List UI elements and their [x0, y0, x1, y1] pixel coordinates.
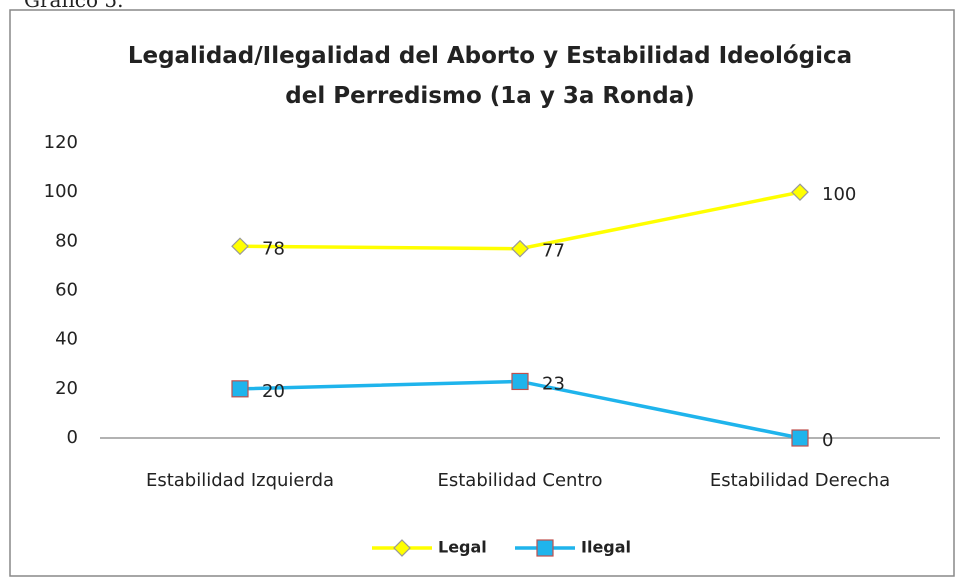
marker [231, 237, 249, 256]
y-tick-label: 60 [55, 280, 78, 301]
caption: Gráfico 5. [24, 0, 124, 12]
x-tick-label: Estabilidad Centro [438, 470, 603, 491]
marker [511, 372, 529, 391]
x-tick-label: Estabilidad Izquierda [146, 470, 334, 491]
data-label: 0 [822, 430, 833, 451]
data-label: 100 [822, 184, 856, 205]
data-label: 23 [542, 373, 565, 394]
chart-frame [9, 9, 955, 577]
legend-marker [536, 539, 554, 557]
legend-label: Ilegal [581, 538, 631, 557]
y-tick-label: 100 [44, 181, 78, 202]
y-tick-label: 80 [55, 230, 78, 251]
y-tick-label: 40 [55, 329, 78, 350]
marker [791, 183, 809, 202]
data-label: 20 [262, 381, 285, 402]
data-label: 77 [542, 241, 565, 262]
chart-title: Legalidad/Ilegalidad del Aborto y Estabi… [127, 43, 853, 109]
legend-marker [393, 539, 411, 557]
marker [231, 380, 249, 398]
marker [511, 239, 529, 258]
y-tick-label: 20 [55, 378, 78, 399]
legend-label: Legal [438, 538, 487, 557]
x-tick-label: Estabilidad Derecha [710, 470, 890, 491]
marker [791, 429, 809, 447]
data-label: 78 [262, 238, 285, 259]
y-tick-label: 0 [67, 427, 78, 448]
y-tick-label: 120 [44, 132, 78, 153]
